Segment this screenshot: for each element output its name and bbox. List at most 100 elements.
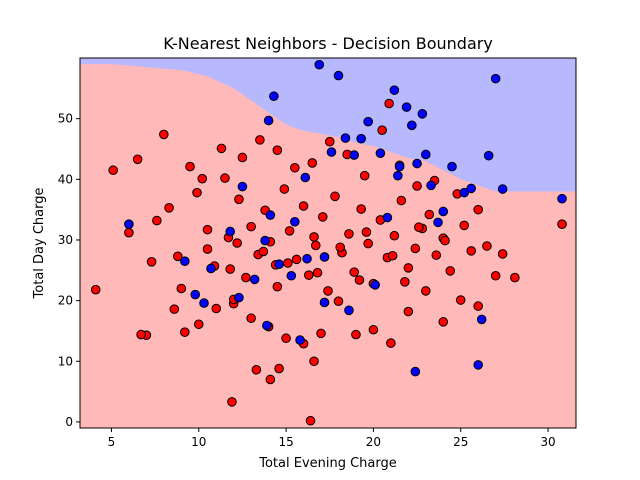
data-point-class-0 — [108, 165, 118, 176]
data-point-class-1 — [286, 270, 297, 281]
data-point-class-0 — [497, 249, 508, 259]
data-point-class-1 — [314, 59, 325, 70]
x-tick-label: 10 — [191, 435, 206, 449]
data-point-class-1 — [319, 297, 330, 308]
data-point-class-1 — [447, 161, 457, 172]
data-point-class-1 — [410, 366, 421, 377]
data-point-class-0 — [265, 374, 276, 385]
data-point-class-0 — [309, 356, 319, 367]
data-point-class-0 — [284, 226, 295, 236]
data-point-class-0 — [237, 152, 248, 163]
data-point-class-0 — [179, 327, 190, 337]
data-point-class-0 — [272, 145, 283, 155]
data-point-class-1 — [393, 170, 403, 181]
data-point-class-1 — [433, 217, 443, 228]
data-point-class-0 — [473, 301, 483, 311]
data-point-class-1 — [483, 150, 494, 161]
data-point-class-0 — [164, 203, 174, 213]
data-point-class-1 — [557, 193, 567, 204]
data-point-class-0 — [211, 303, 222, 314]
data-point-class-0 — [290, 162, 300, 173]
data-point-class-0 — [387, 250, 398, 261]
data-point-class-0 — [344, 229, 354, 239]
data-point-class-0 — [307, 158, 318, 168]
data-point-class-0 — [258, 246, 269, 257]
data-point-class-0 — [234, 194, 244, 205]
data-point-class-0 — [90, 284, 101, 295]
data-point-class-1 — [269, 91, 279, 102]
data-point-class-0 — [455, 295, 466, 305]
data-point-class-0 — [400, 277, 410, 287]
data-point-class-0 — [359, 170, 370, 181]
data-point-class-0 — [173, 251, 183, 262]
data-point-class-1 — [438, 206, 449, 217]
data-point-class-0 — [421, 286, 431, 296]
data-point-class-1 — [249, 274, 260, 285]
data-point-class-0 — [424, 209, 435, 220]
data-point-class-0 — [146, 257, 157, 267]
data-point-class-0 — [303, 270, 314, 280]
x-tick-label: 15 — [278, 435, 293, 449]
data-point-class-0 — [349, 267, 359, 277]
data-point-class-1 — [497, 184, 508, 194]
y-axis-ticks: 0 10 20 30 40 50 — [58, 112, 80, 429]
y-tick-label: 50 — [58, 112, 73, 126]
data-points — [90, 59, 567, 426]
data-point-class-0 — [361, 227, 372, 237]
data-point-class-0 — [414, 222, 424, 233]
decision-region-class-1 — [80, 58, 576, 192]
data-point-class-1 — [290, 216, 300, 227]
data-point-class-0 — [490, 270, 501, 281]
data-point-class-1 — [490, 73, 501, 84]
data-point-class-1 — [179, 256, 190, 266]
data-point-class-0 — [510, 272, 520, 283]
data-point-class-1 — [407, 120, 417, 131]
data-point-class-1 — [344, 305, 354, 316]
data-point-class-1 — [333, 70, 344, 81]
x-axis-label: Total Evening Charge — [258, 456, 397, 471]
data-point-class-1 — [262, 320, 272, 331]
data-point-class-1 — [340, 133, 351, 143]
data-point-class-0 — [152, 215, 162, 226]
data-point-class-0 — [323, 286, 333, 296]
data-point-class-1 — [302, 253, 312, 264]
data-point-class-1 — [375, 148, 386, 159]
data-point-class-0 — [272, 281, 283, 292]
data-point-class-0 — [305, 415, 316, 426]
data-point-class-1 — [466, 183, 477, 194]
data-point-class-0 — [246, 221, 256, 232]
data-point-class-1 — [199, 298, 209, 308]
data-point-class-0 — [202, 244, 213, 254]
data-point-class-0 — [159, 129, 169, 140]
y-axis-label: Total Day Charge — [32, 188, 47, 300]
plot-frame — [79, 57, 577, 429]
data-point-class-0 — [333, 296, 344, 307]
data-point-class-1 — [349, 150, 359, 160]
data-point-class-0 — [185, 161, 195, 172]
data-point-class-1 — [225, 226, 235, 237]
data-point-class-1 — [295, 335, 305, 345]
y-tick-label: 40 — [58, 172, 73, 186]
data-point-class-0 — [384, 98, 394, 109]
data-point-class-1 — [476, 314, 487, 325]
data-point-class-0 — [216, 143, 227, 154]
x-tick-label: 25 — [453, 435, 468, 449]
data-point-class-0 — [312, 267, 323, 278]
data-point-class-1 — [421, 149, 431, 160]
data-point-class-1 — [260, 235, 270, 246]
data-point-class-1 — [124, 219, 134, 229]
data-point-class-0 — [368, 324, 379, 335]
data-point-class-0 — [459, 220, 470, 231]
data-point-class-1 — [459, 187, 470, 198]
data-point-class-0 — [192, 187, 202, 198]
data-point-class-0 — [279, 184, 290, 194]
data-point-class-0 — [466, 246, 477, 256]
data-point-class-0 — [232, 238, 242, 248]
data-point-class-0 — [445, 266, 456, 276]
data-point-class-0 — [389, 230, 400, 241]
chart-title: K-Nearest Neighbors - Decision Boundary — [163, 34, 493, 53]
data-point-class-1 — [426, 180, 436, 191]
data-point-class-1 — [382, 212, 393, 223]
data-point-class-0 — [396, 195, 407, 206]
y-tick-label: 30 — [58, 233, 73, 247]
